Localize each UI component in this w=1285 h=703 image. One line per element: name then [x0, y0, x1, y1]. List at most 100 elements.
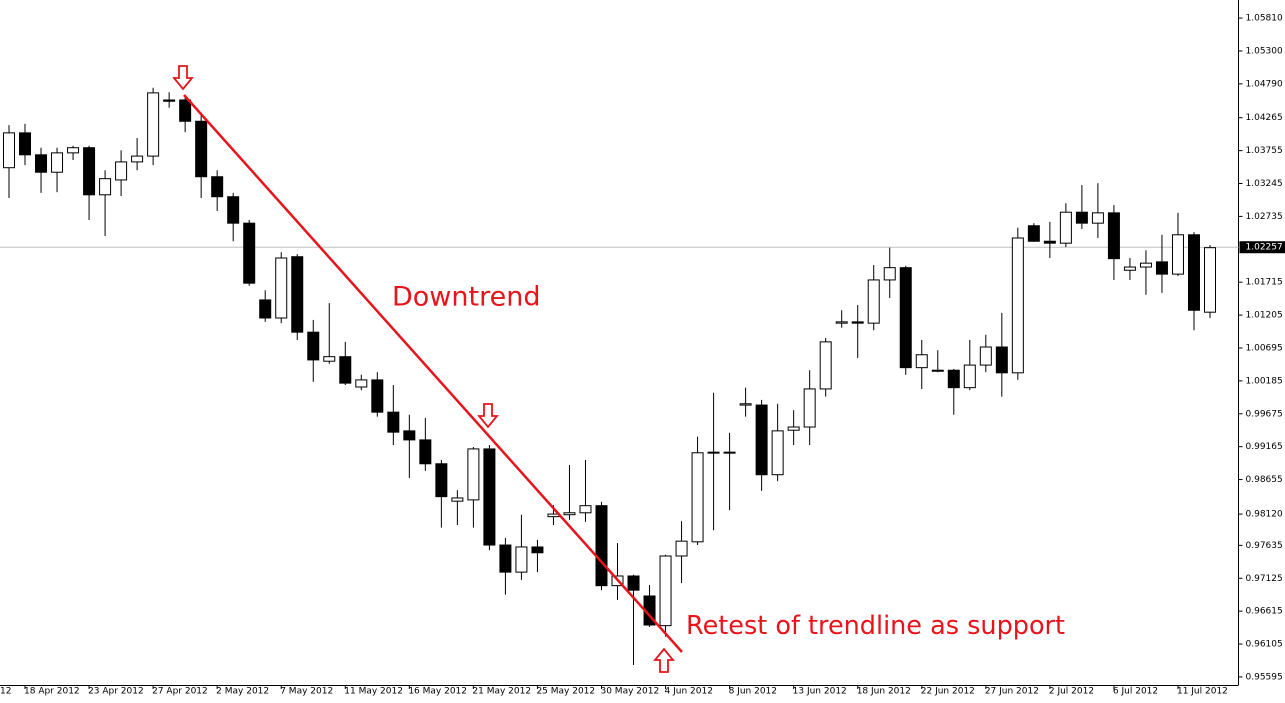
x-tick-label: 18 Jun 2012	[857, 687, 911, 697]
arrow-down	[477, 403, 499, 429]
candle-body	[563, 512, 576, 516]
candle-body	[339, 356, 352, 384]
candle-body	[451, 497, 464, 502]
candle-body	[547, 513, 560, 518]
x-tick-label: 2 Jul 2012	[1049, 687, 1094, 697]
x-tick-label: 11 May 2012	[344, 687, 403, 697]
candle-body	[99, 178, 112, 196]
y-tick-label: 0.98120	[1246, 510, 1283, 520]
candle-body	[115, 161, 128, 181]
candle-body	[147, 92, 160, 157]
candle-body	[195, 120, 208, 178]
candle-body	[131, 155, 144, 163]
x-tick-label: 7 May 2012	[280, 687, 333, 697]
candle-body	[819, 341, 832, 390]
x-tick-label: 30 May 2012	[600, 687, 659, 697]
y-tick-label: 0.99675	[1246, 409, 1283, 419]
candle-body	[979, 346, 992, 366]
y-tick-label: 1.05810	[1246, 14, 1283, 24]
candle-body	[1059, 211, 1072, 244]
x-tick-label: 23 Apr 2012	[88, 687, 144, 697]
y-tick-label: 1.00695	[1246, 343, 1283, 353]
candle-body	[915, 354, 928, 369]
current-price-label: 1.02257	[1246, 243, 1283, 253]
candle-body	[787, 426, 800, 431]
x-tick-label: 6 Jul 2012	[1113, 687, 1158, 697]
x-tick-label: 13 Jun 2012	[793, 687, 847, 697]
candle-body	[19, 132, 32, 156]
candle-body	[467, 448, 480, 501]
y-tick-label: 0.98655	[1246, 475, 1283, 485]
candle-body	[483, 448, 496, 546]
x-tick-label: 2 May 2012	[216, 687, 269, 697]
candle-body	[211, 176, 224, 198]
candle-body	[851, 321, 864, 324]
x-tick-label: 12	[0, 687, 11, 697]
candle-body	[3, 132, 15, 169]
annotations: Downtrend Retest of trendline as support	[172, 65, 1065, 673]
candle-body	[1204, 247, 1216, 313]
candle-body	[515, 546, 528, 573]
x-tick-label: 18 Apr 2012	[24, 687, 80, 697]
candle-body	[1123, 266, 1136, 271]
annotation-text: Retest of trendline as support	[686, 611, 1065, 641]
y-tick-label: 0.96105	[1246, 640, 1283, 650]
x-tick-label: 4 Jun 2012	[665, 687, 713, 697]
annotation-text: Downtrend	[392, 282, 540, 313]
candle-body	[387, 411, 400, 433]
trendline	[183, 94, 683, 653]
x-tick-label: 27 Jun 2012	[985, 687, 1039, 697]
y-tick-label: 1.05300	[1246, 46, 1283, 56]
candle-body	[163, 99, 176, 102]
x-tick-label: 21 May 2012	[472, 687, 531, 697]
candle-body	[883, 267, 896, 281]
candle-body	[51, 152, 64, 173]
candle-body	[355, 379, 368, 388]
candle-body	[739, 403, 752, 406]
candle-body	[1155, 261, 1168, 275]
candle-body	[291, 256, 304, 333]
candle-body	[1139, 262, 1152, 268]
x-tick-label: 27 Apr 2012	[152, 687, 208, 697]
candle-body	[931, 369, 944, 372]
arrow-down	[172, 65, 194, 91]
y-tick-label: 0.96615	[1246, 607, 1283, 617]
candle-body	[755, 404, 768, 476]
candle-body	[995, 346, 1008, 374]
candle-body	[1043, 240, 1056, 244]
candle-body	[67, 147, 80, 154]
candle-body	[275, 257, 288, 319]
y-tick-label: 1.01715	[1246, 278, 1283, 288]
candle-body	[259, 299, 272, 319]
candle-body	[531, 546, 544, 554]
y-tick-label: 0.97125	[1246, 574, 1283, 584]
x-tick-label: 16 May 2012	[408, 687, 467, 697]
candle-body	[419, 439, 432, 465]
y-tick-label: 1.04265	[1246, 113, 1283, 123]
candle-body	[659, 555, 672, 627]
candle-body	[707, 451, 720, 454]
candle-body	[595, 505, 608, 587]
y-tick-label: 1.01205	[1246, 311, 1283, 321]
y-tick-label: 0.95595	[1246, 672, 1283, 682]
candle-body	[227, 196, 240, 224]
candle-body	[35, 154, 48, 173]
arrow-up	[653, 647, 675, 673]
y-tick-label: 1.04790	[1246, 79, 1283, 89]
candle-body	[627, 575, 640, 591]
candle-body	[1011, 237, 1024, 374]
candle-body	[499, 544, 512, 573]
current-price-box	[1239, 241, 1285, 254]
y-tick-label: 1.00185	[1246, 376, 1283, 386]
candle-body	[1187, 234, 1200, 311]
x-tick-label: 11 Jul 2012	[1177, 687, 1228, 697]
candle-body	[835, 321, 848, 324]
candle-body	[1091, 212, 1104, 224]
candle-body	[899, 267, 912, 369]
x-tick-label: 25 May 2012	[536, 687, 595, 697]
candle-body	[1075, 211, 1088, 224]
candle-body	[243, 222, 256, 284]
candle-body	[403, 430, 416, 441]
